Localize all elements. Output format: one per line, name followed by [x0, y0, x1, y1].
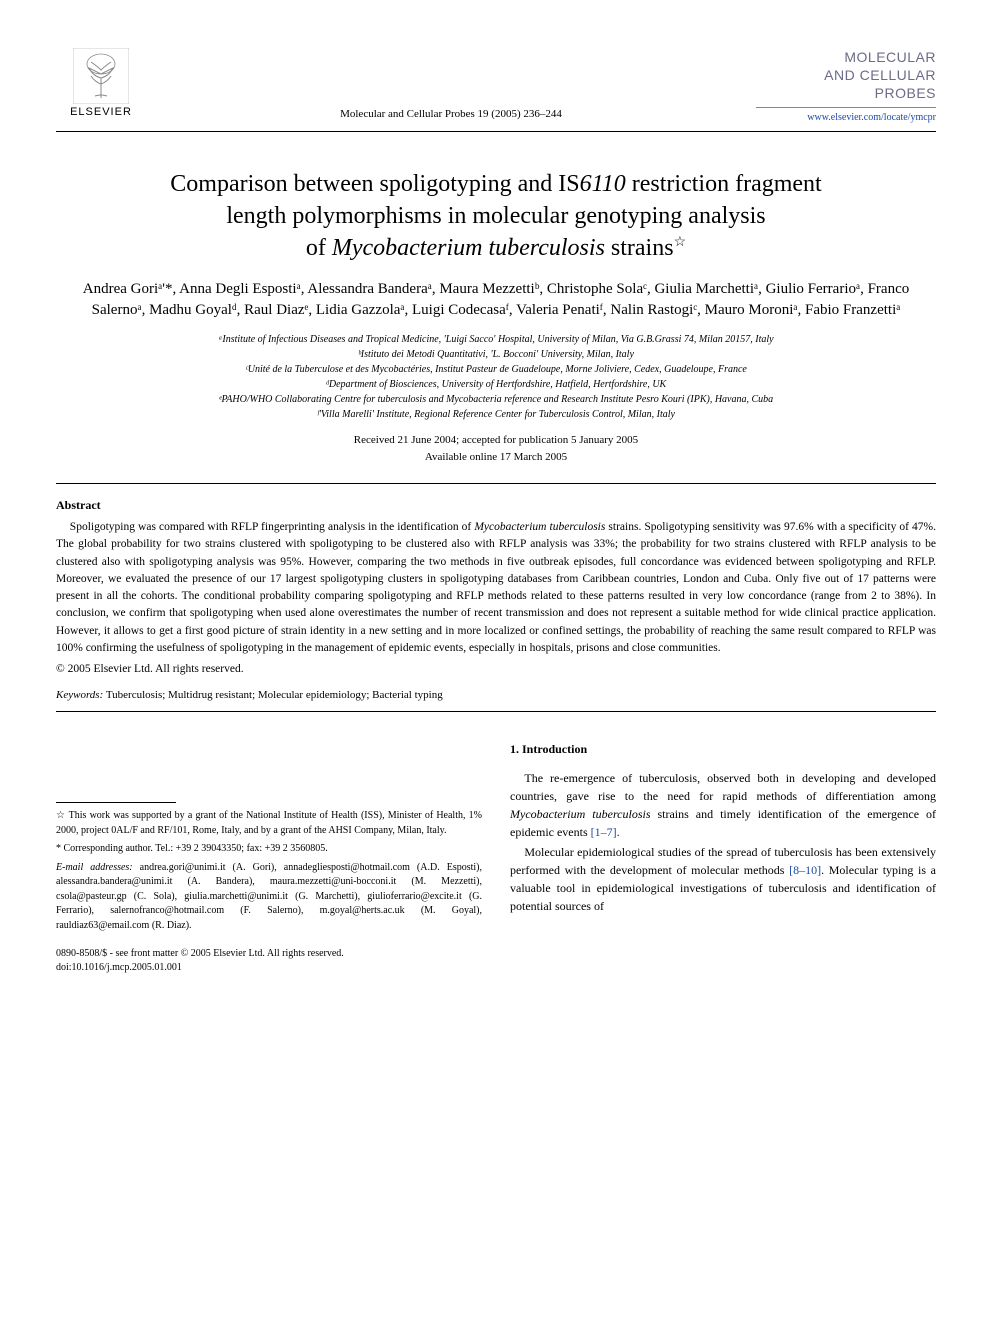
abstract-copyright: © 2005 Elsevier Ltd. All rights reserved… — [56, 663, 936, 675]
title-is-number: 6110 — [580, 171, 626, 197]
intro-p1-cite[interactable]: [1–7] — [591, 825, 617, 839]
intro-p1-species: Mycobacterium tuberculosis — [510, 807, 651, 821]
intro-p1-end: . — [617, 825, 620, 839]
intro-p2-cite[interactable]: [8–10] — [789, 863, 821, 877]
publisher-logo: ELSEVIER — [56, 48, 146, 118]
right-column: 1. Introduction The re-emergence of tube… — [510, 742, 936, 975]
intro-p1: The re-emergence of tuberculosis, observ… — [510, 769, 936, 841]
abstract-species: Mycobacterium tuberculosis — [474, 521, 605, 533]
journal-url[interactable]: www.elsevier.com/locate/ymcpr — [756, 112, 936, 123]
intro-heading: 1. Introduction — [510, 742, 936, 757]
journal-reference: Molecular and Cellular Probes 19 (2005) … — [146, 48, 756, 120]
abstract-body: Spoligotyping was compared with RFLP fin… — [56, 519, 936, 657]
left-column: ☆ This work was supported by a grant of … — [56, 742, 482, 975]
abstract-bottom-rule — [56, 711, 936, 712]
journal-title-block: MOLECULAR AND CELLULAR PROBES www.elsevi… — [756, 48, 936, 123]
abstract-heading: Abstract — [56, 498, 936, 513]
footnote-emails-label: E-mail addresses: — [56, 862, 133, 873]
footer-doi: doi:10.1016/j.mcp.2005.01.001 — [56, 961, 482, 975]
affiliation-b: ᵇIstituto dei Metodi Quantitativi, 'L. B… — [76, 347, 916, 362]
article-title: Comparison between spoligotyping and IS6… — [96, 168, 896, 265]
keywords: Keywords: Tuberculosis; Multidrug resist… — [56, 689, 936, 701]
affiliation-c: ᶜUnité de la Tuberculose et des Mycobact… — [76, 362, 916, 377]
journal-title-line1: MOLECULAR — [844, 49, 936, 65]
author-list: Andrea Goriᵃ'*, Anna Degli Espostiᵃ, Ale… — [76, 279, 916, 323]
affiliation-e: ᵉPAHO/WHO Collaborating Centre for tuber… — [76, 392, 916, 407]
title-part1b: restriction fragment — [626, 171, 822, 197]
journal-title-line3: PROBES — [875, 85, 936, 101]
title-part3a: of — [306, 235, 332, 261]
abstract-text-mid: strains. Spoligotyping sensitivity was 9… — [56, 521, 936, 654]
title-part2: length polymorphisms in molecular genoty… — [226, 203, 765, 229]
abstract-top-rule — [56, 483, 936, 484]
publication-dates: Received 21 June 2004; accepted for publ… — [56, 432, 936, 465]
intro-p2: Molecular epidemiological studies of the… — [510, 843, 936, 915]
two-column-body: ☆ This work was supported by a grant of … — [56, 742, 936, 975]
keywords-text: Tuberculosis; Multidrug resistant; Molec… — [103, 689, 442, 701]
date-online: Available online 17 March 2005 — [56, 449, 936, 466]
title-footnote-star: ☆ — [674, 235, 687, 250]
intro-body: The re-emergence of tuberculosis, observ… — [510, 769, 936, 915]
footnote-rule — [56, 802, 176, 803]
affiliations: ᵃInstitute of Infectious Diseases and Tr… — [76, 332, 916, 422]
intro-p1-pre: The re-emergence of tuberculosis, observ… — [510, 771, 936, 803]
page-header: ELSEVIER Molecular and Cellular Probes 1… — [56, 48, 936, 123]
affiliation-f: ᶠ'Villa Marelli' Institute, Regional Ref… — [76, 407, 916, 422]
footnote-corresponding: * Corresponding author. Tel.: +39 2 3904… — [56, 842, 482, 857]
footer-issn: 0890-8508/$ - see front matter © 2005 El… — [56, 947, 482, 961]
title-part3b: strains — [605, 235, 674, 261]
header-rule — [56, 131, 936, 132]
title-part1: Comparison between spoligotyping and IS — [170, 171, 579, 197]
footer-issn-doi: 0890-8508/$ - see front matter © 2005 El… — [56, 947, 482, 975]
abstract-text-pre: Spoligotyping was compared with RFLP fin… — [70, 521, 475, 533]
footnote-funding: ☆ This work was supported by a grant of … — [56, 809, 482, 838]
journal-title-line2: AND CELLULAR — [824, 67, 936, 83]
title-species: Mycobacterium tuberculosis — [332, 235, 605, 261]
keywords-label: Keywords: — [56, 689, 103, 701]
footnote-emails: E-mail addresses: andrea.gori@unimi.it (… — [56, 861, 482, 934]
affiliation-d: ᵈDepartment of Biosciences, University o… — [76, 377, 916, 392]
publisher-name: ELSEVIER — [70, 106, 132, 118]
affiliation-a: ᵃInstitute of Infectious Diseases and Tr… — [76, 332, 916, 347]
date-received: Received 21 June 2004; accepted for publ… — [56, 432, 936, 449]
elsevier-tree-icon — [73, 48, 129, 104]
journal-title: MOLECULAR AND CELLULAR PROBES — [756, 48, 936, 108]
footnotes: ☆ This work was supported by a grant of … — [56, 809, 482, 933]
